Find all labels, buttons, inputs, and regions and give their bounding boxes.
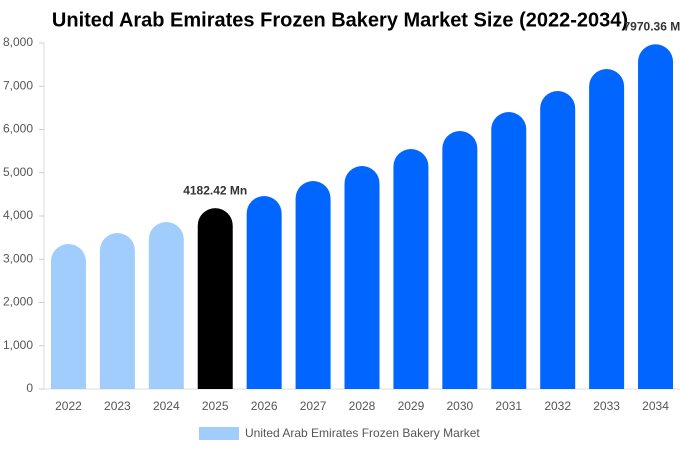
bar <box>246 196 282 389</box>
bar <box>148 222 184 389</box>
y-tick-label: 0 <box>26 381 33 395</box>
x-tick-label: 2030 <box>446 399 473 413</box>
x-tick-label: 2032 <box>544 399 571 413</box>
x-tick-label: 2029 <box>398 399 425 413</box>
bar <box>99 232 135 389</box>
x-tick-label: 2026 <box>251 399 278 413</box>
bar <box>638 44 674 390</box>
bar <box>589 68 625 389</box>
x-tick-label: 2028 <box>349 399 376 413</box>
y-tick-label: 8,000 <box>3 35 33 49</box>
bar <box>344 166 380 389</box>
value-label: 4182.42 Mn <box>183 183 247 197</box>
bar <box>540 91 576 389</box>
y-tick-label: 6,000 <box>3 122 33 136</box>
y-tick-label: 7,000 <box>3 78 33 92</box>
legend-label: United Arab Emirates Frozen Bakery Marke… <box>245 426 480 440</box>
bar <box>50 243 86 389</box>
y-tick-label: 4,000 <box>3 208 33 222</box>
x-tick-label: 2023 <box>104 399 131 413</box>
value-label: 7970.36 Mn <box>624 19 680 33</box>
bar <box>442 131 478 390</box>
x-tick-label: 2025 <box>202 399 229 413</box>
bar <box>491 111 527 389</box>
x-tick-label: 2033 <box>593 399 620 413</box>
bar <box>393 149 429 389</box>
x-tick-label: 2027 <box>300 399 327 413</box>
y-tick-label: 2,000 <box>3 295 33 309</box>
x-tick-label: 2031 <box>495 399 522 413</box>
x-tick-label: 2022 <box>55 399 82 413</box>
y-tick-label: 1,000 <box>3 338 33 352</box>
x-tick-label: 2034 <box>642 399 669 413</box>
y-tick-label: 5,000 <box>3 165 33 179</box>
chart-title: United Arab Emirates Frozen Bakery Marke… <box>52 9 628 31</box>
bar <box>197 208 233 389</box>
legend-swatch <box>199 427 239 440</box>
y-tick-label: 3,000 <box>3 251 33 265</box>
bar <box>295 181 331 389</box>
x-tick-label: 2024 <box>153 399 180 413</box>
